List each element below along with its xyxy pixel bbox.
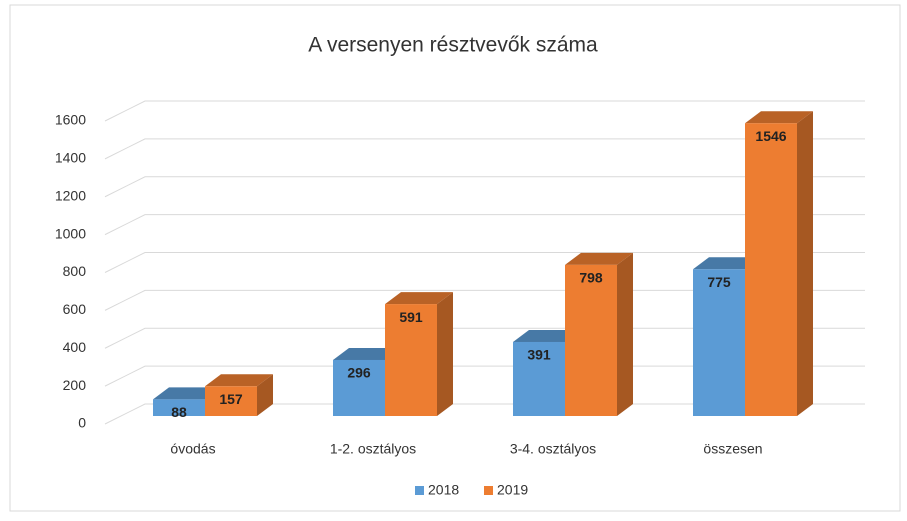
data-label: 798 <box>579 270 603 286</box>
data-label: 296 <box>347 365 371 381</box>
legend-label: 2019 <box>497 482 528 498</box>
bar <box>565 252 633 416</box>
bar-top <box>333 347 401 360</box>
legend-label: 2018 <box>428 482 459 498</box>
bar <box>385 292 453 416</box>
bar-top <box>205 374 273 387</box>
bar-top <box>693 257 761 270</box>
bar-front <box>153 399 205 416</box>
y-tick-label: 400 <box>63 339 87 355</box>
y-tick-label: 600 <box>63 301 87 317</box>
bar-side <box>617 252 633 416</box>
y-tick-label: 800 <box>63 263 87 279</box>
bar <box>745 111 813 416</box>
data-label: 88 <box>171 404 187 420</box>
chart-title: A versenyen résztvevők száma <box>308 34 598 57</box>
bar-front <box>693 269 745 416</box>
bar <box>205 374 273 416</box>
bar-front <box>565 264 617 416</box>
bar-top <box>385 292 453 305</box>
data-label: 591 <box>399 309 423 325</box>
bar-side <box>437 292 453 416</box>
x-tick-label: óvodás <box>170 441 215 457</box>
bar-side <box>257 374 273 416</box>
y-tick-label: 1200 <box>55 187 86 203</box>
grid-line <box>104 100 865 122</box>
bar-top <box>513 329 581 342</box>
grid-line <box>104 214 865 236</box>
y-tick-label: 1000 <box>55 225 86 241</box>
y-tick-label: 1400 <box>55 150 86 166</box>
grid-line <box>104 138 865 160</box>
bar-top <box>745 111 813 124</box>
bar-top <box>565 252 633 265</box>
x-tick-label: 3-4. osztályos <box>510 441 596 457</box>
grid-line <box>104 176 865 198</box>
bar-front <box>333 359 385 416</box>
bar-top <box>153 387 221 400</box>
y-tick-label: 0 <box>78 415 86 431</box>
bar-side <box>797 111 813 416</box>
data-label: 1546 <box>755 128 786 144</box>
y-tick-label: 1600 <box>55 112 86 128</box>
bar-front <box>513 341 565 416</box>
data-label: 775 <box>707 274 731 290</box>
x-tick-label: összesen <box>703 441 762 457</box>
bar-front <box>385 304 437 416</box>
legend-swatch <box>484 486 493 495</box>
bar-front <box>745 123 797 416</box>
bar-front <box>205 386 257 416</box>
data-label: 157 <box>219 391 243 407</box>
legend-swatch <box>415 486 424 495</box>
y-tick-label: 200 <box>63 377 87 393</box>
data-label: 391 <box>527 347 551 363</box>
grid-line <box>104 252 865 273</box>
x-tick-label: 1-2. osztályos <box>330 441 416 457</box>
